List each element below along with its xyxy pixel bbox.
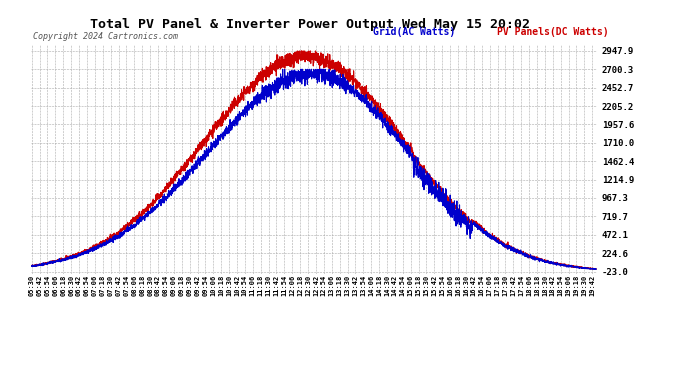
Text: Copyright 2024 Cartronics.com: Copyright 2024 Cartronics.com <box>33 32 178 41</box>
Text: Total PV Panel & Inverter Power Output Wed May 15 20:02: Total PV Panel & Inverter Power Output W… <box>90 18 531 31</box>
Text: PV Panels(DC Watts): PV Panels(DC Watts) <box>497 27 609 37</box>
Text: Grid(AC Watts): Grid(AC Watts) <box>373 27 455 37</box>
